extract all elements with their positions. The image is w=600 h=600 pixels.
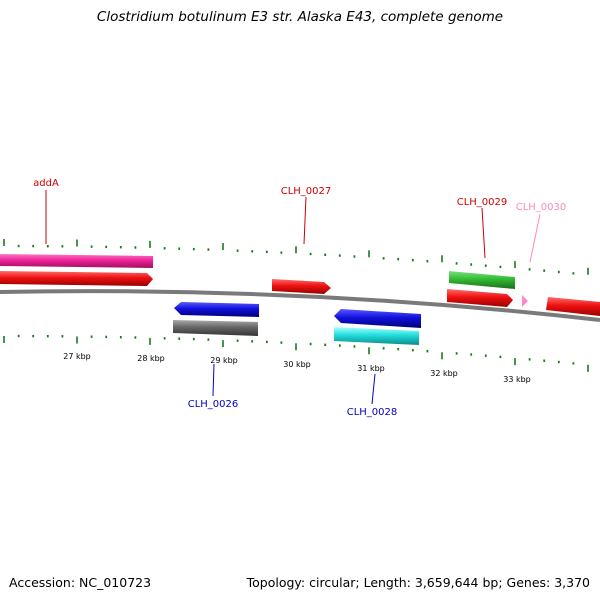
scale-label-27kbp: 27 kbp [63,352,91,361]
gene-feature-red-1[interactable] [0,271,153,286]
scale-label-33kbp: 33 kbp [503,375,531,384]
outer-tick-track [3,239,589,275]
genome-summary: Topology: circular; Length: 3,659,644 bp… [246,575,590,590]
CLH_0028-leader-line [371,373,376,405]
gene-label-CLH_0027[interactable]: CLH_0027 [281,186,332,197]
gene-label-CLH_0030[interactable]: CLH_0030 [516,202,567,213]
inner-tick-track [3,334,589,372]
gene-feature-red-3[interactable] [546,297,600,316]
scale-label-31kbp: 31 kbp [357,364,385,373]
gene-feature-cyan[interactable] [334,327,419,345]
scale-label-29kbp: 29 kbp [210,356,238,365]
CLH_0029-leader-line [481,207,486,259]
CLH_0027-feature[interactable] [272,279,331,294]
CLH_0028-feature[interactable] [334,309,421,328]
accession-label: Accession: NC_010723 [9,575,152,590]
genome-backbone [0,289,600,322]
CLH_0026-leader-line [212,363,215,397]
gene-label-CLH_0026[interactable]: CLH_0026 [188,399,239,410]
scale-label-30kbp: 30 kbp [283,360,311,369]
gene-label-CLH_0029[interactable]: CLH_0029 [457,197,508,208]
CLH_0030-feature[interactable] [522,295,528,307]
CLH_0029-feature[interactable] [449,271,515,289]
gene-feature-red-2[interactable] [447,289,513,307]
scale-label-28kbp: 28 kbp [137,354,165,363]
gene-feature-gray[interactable] [173,320,258,336]
CLH_0027-leader-line [303,196,307,245]
gene-label-CLH_0028[interactable]: CLH_0028 [347,407,398,418]
addA-feature[interactable] [0,254,153,268]
CLH_0026-feature[interactable] [174,302,259,317]
genome-title: Clostridium botulinum E3 str. Alaska E43… [96,9,504,25]
gene-label-addA[interactable]: addA [33,178,59,189]
CLH_0030-leader-line [529,213,541,263]
scale-label-32kbp: 32 kbp [430,369,458,378]
